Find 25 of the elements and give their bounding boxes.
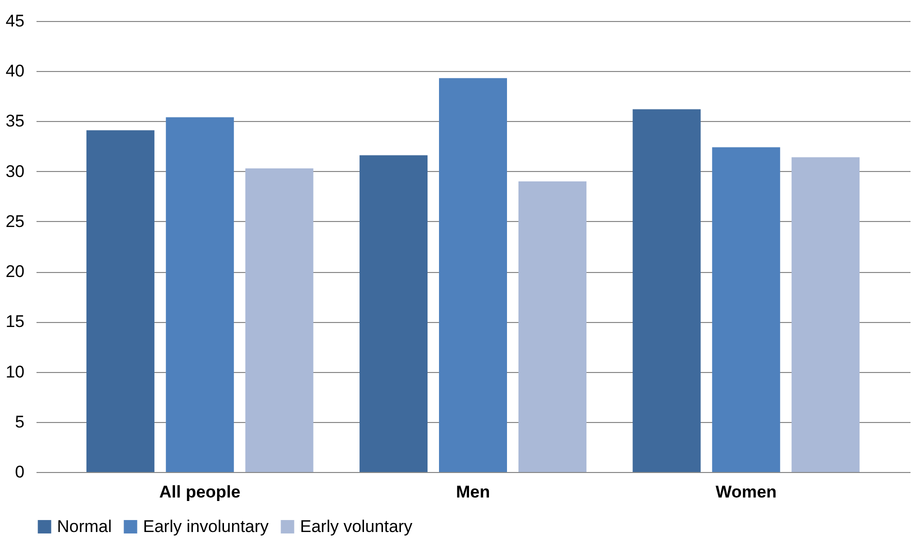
bar bbox=[518, 181, 586, 472]
legend-label: Early involuntary bbox=[143, 516, 270, 536]
y-tick-label: 45 bbox=[6, 12, 24, 30]
x-tick-label: All people bbox=[159, 482, 240, 502]
y-tick-label: 40 bbox=[6, 62, 24, 81]
y-tick-label: 30 bbox=[6, 162, 24, 181]
bar bbox=[792, 157, 860, 472]
y-tick-label: 20 bbox=[6, 262, 24, 282]
y-tick-label: 10 bbox=[6, 362, 24, 382]
bar bbox=[439, 78, 507, 472]
legend-label: Early voluntary bbox=[300, 516, 413, 536]
y-tick-label: 5 bbox=[15, 412, 24, 432]
bar bbox=[245, 168, 314, 472]
bar bbox=[632, 109, 701, 472]
bar bbox=[360, 155, 428, 472]
x-tick-label: Women bbox=[716, 482, 777, 502]
y-tick-label: 15 bbox=[6, 312, 24, 332]
y-tick-label: 0 bbox=[15, 462, 24, 482]
bar bbox=[86, 130, 154, 472]
y-tick-label: 25 bbox=[6, 212, 24, 231]
legend-label: Normal bbox=[57, 516, 112, 536]
bar bbox=[712, 147, 780, 472]
x-tick-label: Men bbox=[456, 482, 490, 502]
bar bbox=[166, 117, 234, 472]
y-tick-label: 35 bbox=[6, 112, 24, 131]
